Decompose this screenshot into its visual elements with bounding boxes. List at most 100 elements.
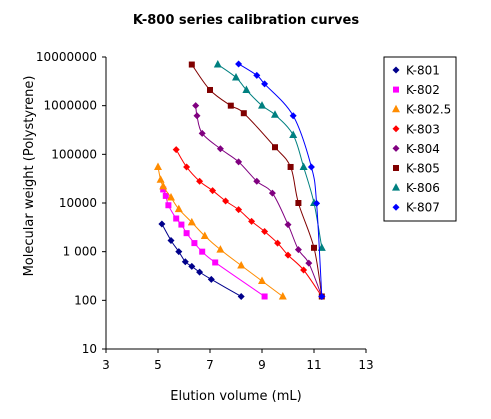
y-tick-label: 1 000 [63, 245, 97, 259]
data-point-k-802-5 [154, 162, 162, 170]
data-point-k-807 [313, 199, 321, 207]
data-point-k-804 [268, 189, 276, 197]
x-tick-label: 5 [154, 358, 162, 372]
data-point-k-804 [253, 177, 261, 185]
data-point-k-802-5 [187, 217, 196, 226]
data-point-k-806 [289, 130, 298, 138]
data-point-k-801 [175, 248, 183, 256]
data-point-k-803 [284, 251, 292, 259]
data-point-k-803 [196, 177, 204, 185]
legend-marker-k-805 [393, 165, 399, 171]
data-point-k-807 [253, 71, 261, 79]
data-point-k-803 [235, 206, 243, 214]
x-tick-label: 11 [306, 358, 321, 372]
data-point-k-802 [162, 192, 169, 199]
y-axis-title: Molecular weight (Polystyrene) [22, 76, 37, 277]
data-point-k-802-5 [156, 175, 165, 183]
data-point-k-802 [165, 202, 172, 209]
data-point-k-802 [178, 221, 185, 228]
data-point-k-807 [318, 292, 326, 300]
legend-box [383, 56, 457, 222]
data-point-k-802-5 [200, 231, 209, 239]
y-tick-label: 10000 [59, 196, 97, 210]
data-point-k-805 [311, 244, 317, 251]
data-point-k-804 [294, 246, 302, 254]
data-point-k-807 [307, 163, 315, 171]
x-tick-label: 7 [206, 358, 214, 372]
series-line-k-801 [161, 223, 242, 297]
data-point-k-804 [216, 145, 224, 153]
data-point-k-802 [191, 240, 198, 247]
data-point-k-804 [198, 129, 206, 137]
data-point-k-806 [271, 110, 279, 118]
data-point-k-802-5 [159, 181, 168, 190]
data-point-k-806 [213, 60, 222, 68]
data-point-k-806 [258, 101, 266, 109]
legend: K-801 K-802 K-802.5 K-803 K-804 K-805 K-806 K-8… [383, 56, 457, 222]
data-point-k-801 [188, 262, 196, 270]
data-point-k-803 [274, 239, 282, 247]
series-line-k-803 [175, 149, 323, 297]
legend-marker-k-802 [393, 86, 399, 93]
data-point-k-805 [207, 86, 213, 93]
x-axis-title: Elution volume (mL) [170, 389, 301, 404]
data-point-k-804 [235, 158, 243, 166]
data-point-k-802-5 [258, 276, 266, 284]
data-point-k-805 [227, 102, 234, 109]
data-point-k-801 [237, 292, 245, 300]
plot-layer: 3 5 7 9 11 13 10 100 1 000 10000 100000 1000000 1000… [36, 50, 374, 372]
data-point-k-802 [261, 293, 268, 300]
x-tick-label: 13 [358, 358, 373, 372]
y-tick-label: 10 [82, 342, 97, 356]
data-point-k-804 [193, 112, 201, 120]
legend-marker-k-806 [392, 183, 400, 191]
data-point-k-804 [192, 102, 200, 110]
data-point-k-802-5 [174, 204, 183, 213]
data-point-k-803 [183, 163, 191, 171]
data-point-k-806 [232, 72, 240, 81]
data-point-k-802 [199, 248, 206, 255]
data-point-k-804 [284, 221, 292, 229]
data-point-k-802 [160, 186, 167, 193]
data-point-k-803 [222, 197, 230, 205]
data-point-k-807 [235, 60, 243, 68]
data-point-k-801 [181, 258, 189, 266]
y-tick-label: 10000000 [36, 50, 97, 64]
x-tick-label: 3 [102, 358, 110, 372]
x-tick-label: 9 [258, 358, 266, 372]
legend-label-k-802-5: K-802.5 [406, 103, 451, 117]
data-point-k-801 [167, 236, 175, 244]
data-point-k-801 [158, 220, 166, 228]
data-point-k-806 [299, 162, 308, 170]
chart-title: K-800 series calibration curves [133, 13, 359, 28]
data-point-k-802 [183, 230, 190, 237]
legend-marker-k-807 [392, 203, 400, 211]
legend-label-k-803: K-803 [406, 122, 440, 136]
data-point-k-802-5 [278, 291, 287, 300]
legend-label-k-801: K-801 [406, 64, 440, 78]
legend-marker-k-803 [392, 125, 400, 133]
y-tick-label: 100 [74, 293, 97, 307]
series-line-k-802 [162, 189, 265, 297]
data-point-k-807 [261, 80, 269, 88]
data-point-k-805 [295, 200, 302, 206]
data-point-k-802-5 [216, 245, 225, 253]
legend-label-k-807: K-807 [406, 201, 440, 215]
data-point-k-805 [272, 144, 278, 151]
legend-label-k-802: K-802 [406, 83, 440, 97]
data-point-k-803 [300, 266, 308, 274]
legend-marker-k-802-5 [392, 104, 400, 113]
data-point-k-803 [261, 227, 269, 235]
data-point-k-805 [188, 61, 195, 68]
data-point-k-802 [212, 259, 219, 266]
legend-label-k-804: K-804 [406, 142, 440, 156]
legend-label-k-806: K-806 [406, 181, 440, 195]
data-point-k-802-5 [167, 192, 175, 201]
data-point-k-801 [196, 268, 204, 276]
legend-label-k-805: K-805 [406, 162, 440, 176]
data-point-k-805 [240, 110, 247, 117]
data-point-k-806 [242, 85, 251, 93]
y-tick-label: 100000 [51, 147, 97, 161]
